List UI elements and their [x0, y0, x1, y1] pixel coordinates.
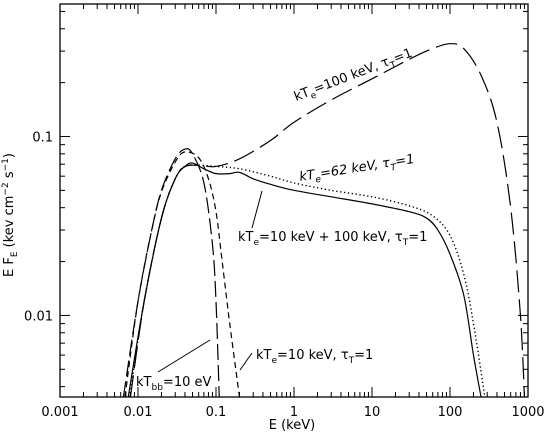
axis-ticks [59, 4, 529, 397]
x-tick-label: 0.001 [41, 405, 78, 420]
annotation-kte-10-plus-100: kTe=10 keV + 100 keV, τT=1 [238, 230, 427, 248]
series-line-solid [127, 162, 482, 397]
annotation-ktbb-10ev: kTbb=10 eV [136, 375, 211, 393]
pointer-kte-10 [239, 352, 253, 371]
plot-frame [59, 3, 529, 398]
tick-labels: 0.001 0.01 0.1 1 10 100 1000 0.01 0.1 [24, 130, 545, 420]
y-tick-label: 0.01 [24, 309, 53, 324]
annotation-kte-62: kTe=62 keV, τT=1 [298, 152, 416, 188]
x-tick-label: 0.01 [124, 405, 153, 420]
series-line-dotted [128, 164, 486, 397]
x-tick-label: 1 [290, 405, 298, 420]
y-tick-label: 0.1 [32, 130, 53, 145]
series-line-short-dash [124, 151, 241, 397]
pointer-kte-10-plus-100 [251, 190, 263, 229]
x-tick-label: 1000 [511, 405, 544, 420]
annotation-kte-100: kTe=100 keV, τT=1 [292, 46, 416, 108]
x-tick-label: 10 [364, 405, 381, 420]
series-line-medium-dash [129, 43, 526, 397]
x-tick-label: 100 [438, 405, 463, 420]
annotation-kte-10: kTe=10 keV, τT=1 [256, 348, 373, 366]
series-line-long-dash [122, 148, 220, 397]
y-axis-label: E FE (kev cm−2 s−1) [1, 153, 20, 277]
x-axis-label: E (keV) [269, 418, 315, 433]
x-tick-label: 0.1 [206, 405, 227, 420]
pointer-ktbb-10ev [157, 339, 211, 373]
series-curves [122, 43, 526, 397]
